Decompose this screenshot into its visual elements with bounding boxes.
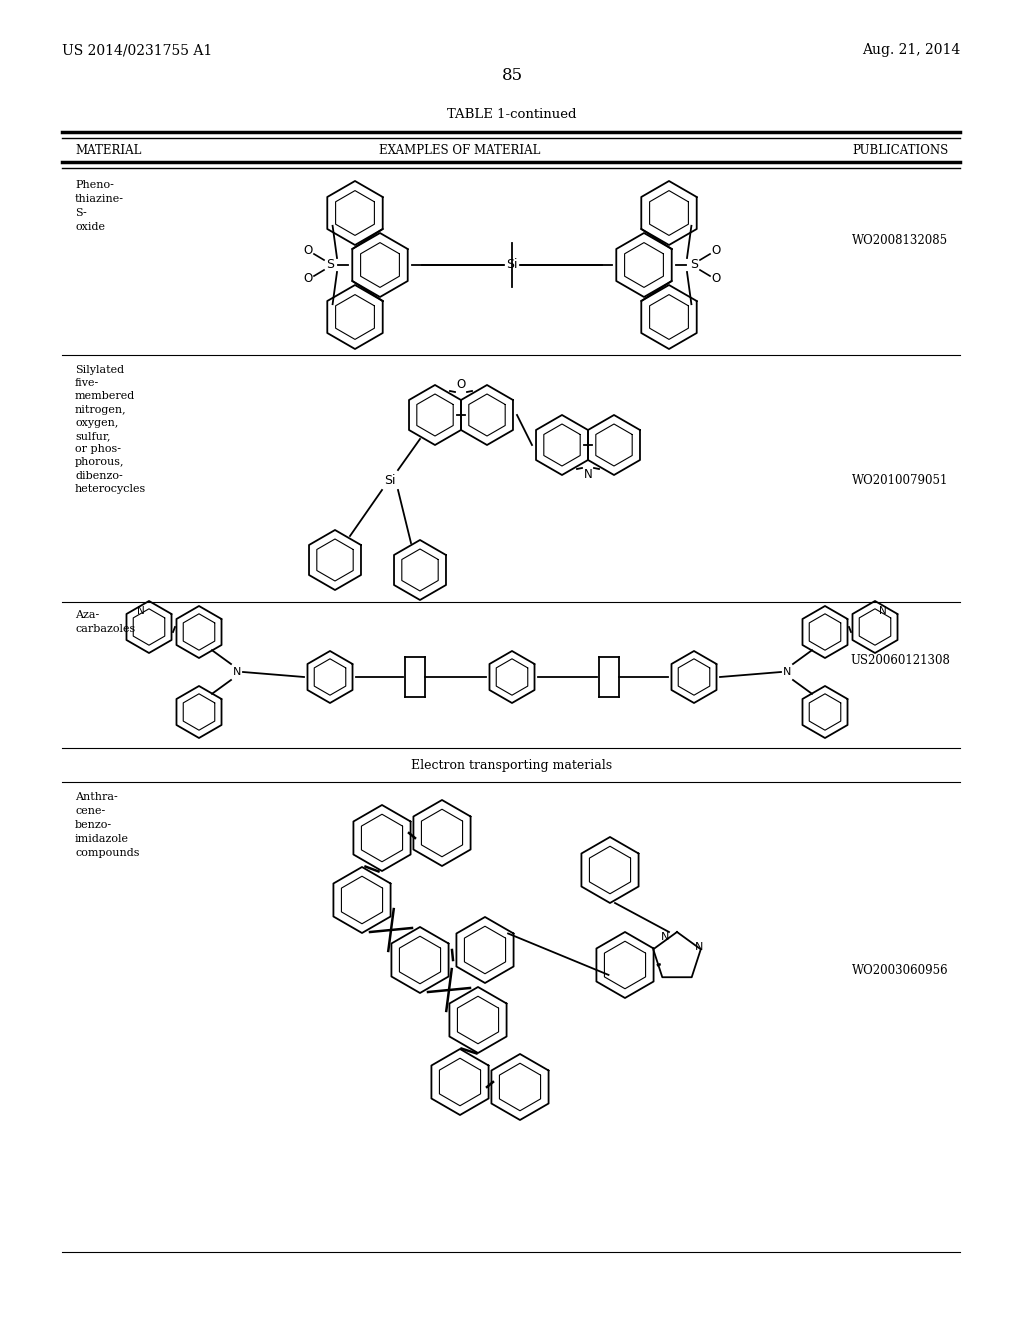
Text: PUBLICATIONS: PUBLICATIONS [852, 144, 948, 157]
Text: US 2014/0231755 A1: US 2014/0231755 A1 [62, 44, 212, 57]
Text: N: N [660, 932, 670, 942]
Text: N: N [232, 667, 242, 677]
Text: O: O [303, 244, 312, 257]
Text: N: N [137, 606, 145, 616]
Text: US20060121308: US20060121308 [850, 653, 950, 667]
Text: WO2008132085: WO2008132085 [852, 234, 948, 247]
Text: N: N [695, 942, 703, 952]
Text: EXAMPLES OF MATERIAL: EXAMPLES OF MATERIAL [379, 144, 541, 157]
Text: Anthra-
cene-
benzo-
imidazole
compounds: Anthra- cene- benzo- imidazole compounds [75, 792, 139, 858]
Text: Electron transporting materials: Electron transporting materials [412, 759, 612, 771]
Text: WO2010079051: WO2010079051 [852, 474, 948, 487]
Text: Pheno-
thiazine-
S-
oxide: Pheno- thiazine- S- oxide [75, 180, 124, 232]
Text: N: N [879, 606, 887, 616]
Text: S: S [326, 259, 334, 272]
Text: TABLE 1-continued: TABLE 1-continued [447, 108, 577, 121]
Text: N: N [782, 667, 792, 677]
Text: O: O [712, 244, 721, 257]
Text: Si: Si [506, 259, 518, 272]
Text: Si: Si [384, 474, 395, 487]
Text: WO2003060956: WO2003060956 [852, 964, 948, 977]
Text: 85: 85 [502, 66, 522, 83]
Text: O: O [303, 272, 312, 285]
Text: Aza-
carbazoles: Aza- carbazoles [75, 610, 135, 634]
Text: O: O [457, 379, 466, 392]
Text: O: O [712, 272, 721, 285]
Text: N: N [584, 469, 592, 482]
Text: Aug. 21, 2014: Aug. 21, 2014 [862, 44, 961, 57]
Text: Silylated
five-
membered
nitrogen,
oxygen,
sulfur,
or phos-
phorous,
dibenzo-
he: Silylated five- membered nitrogen, oxyge… [75, 366, 146, 494]
Text: MATERIAL: MATERIAL [75, 144, 141, 157]
Text: S: S [690, 259, 698, 272]
